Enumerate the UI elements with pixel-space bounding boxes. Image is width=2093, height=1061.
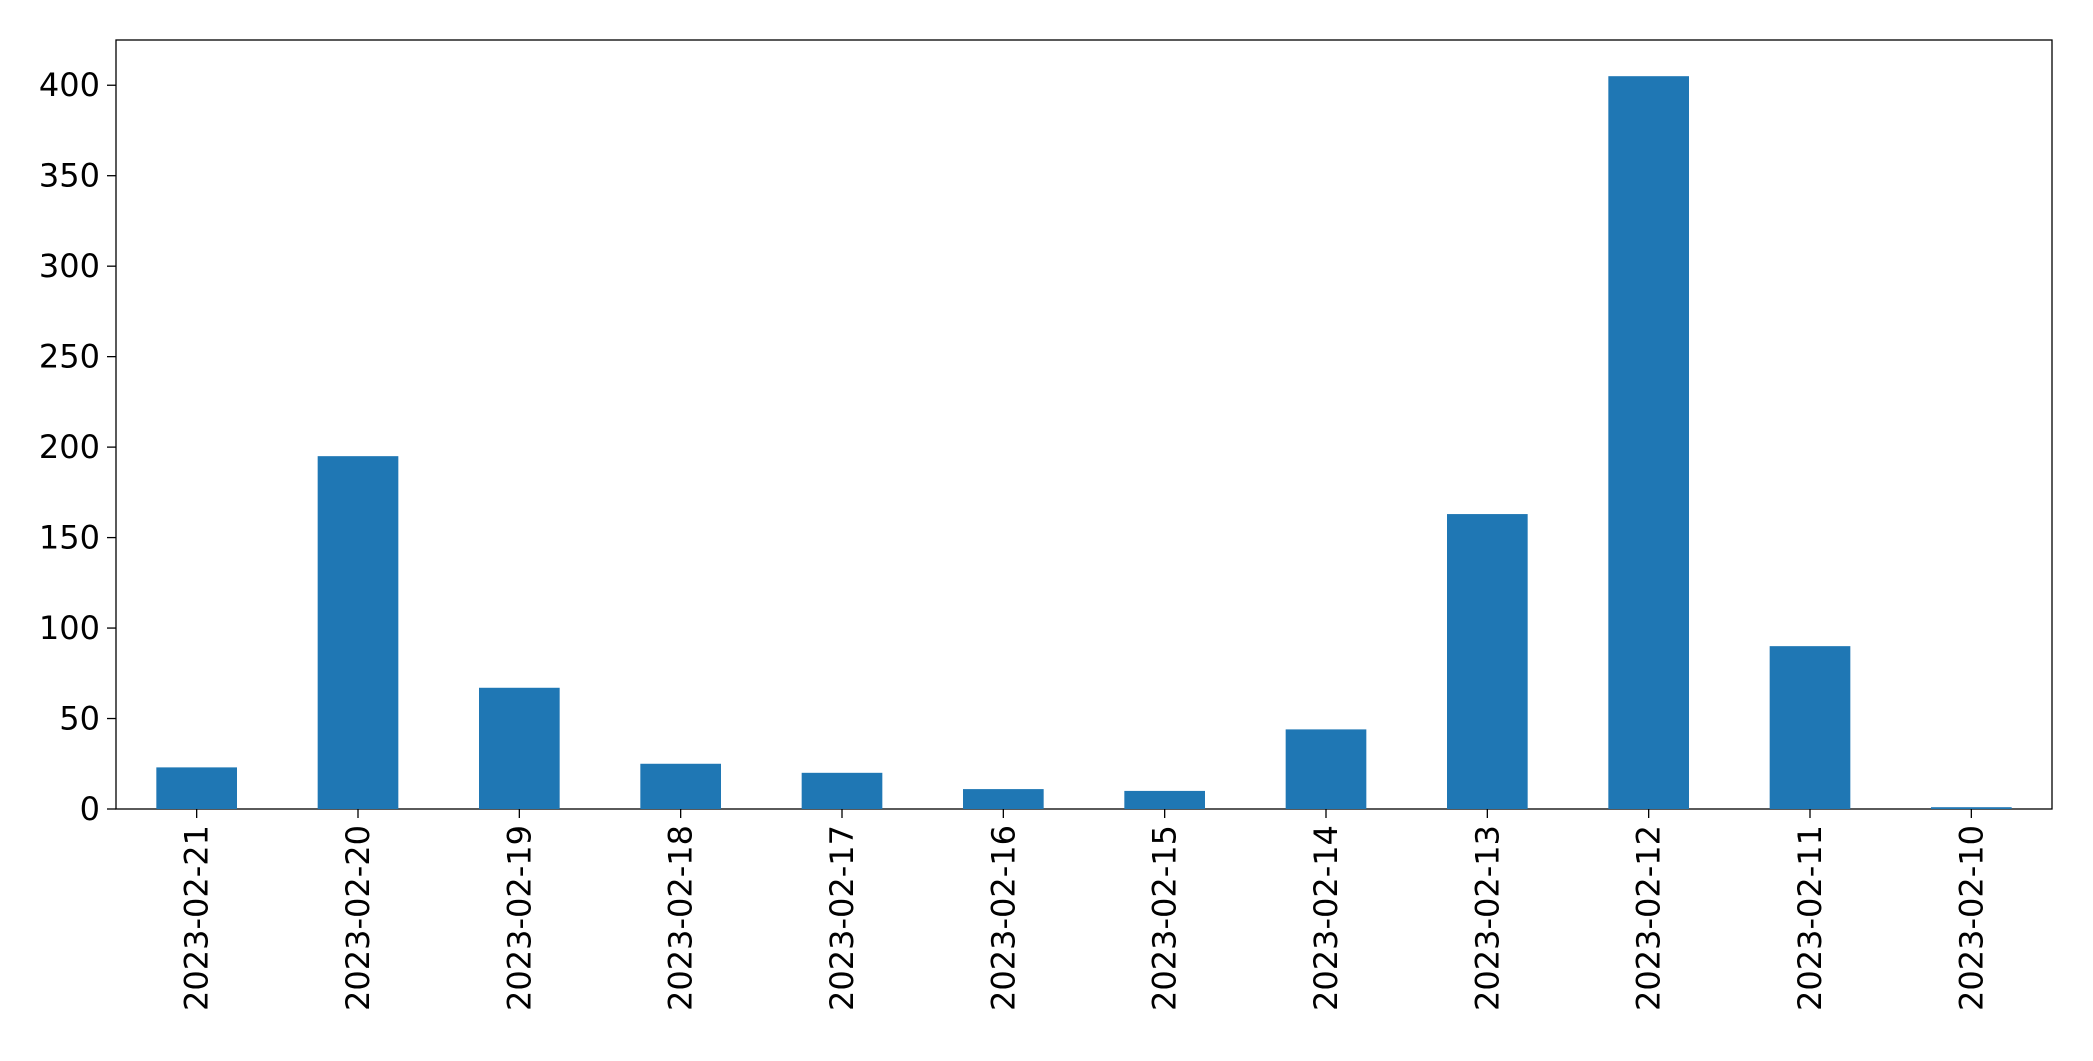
- bar: [1285, 729, 1367, 809]
- y-tick-label: 0: [80, 790, 100, 828]
- x-tick-label: 2023-02-14: [1307, 825, 1345, 1011]
- x-tick-label: 2023-02-18: [662, 825, 700, 1011]
- y-tick-label: 300: [39, 247, 100, 285]
- bar: [963, 789, 1044, 809]
- x-tick-label: 2023-02-12: [1630, 825, 1668, 1011]
- y-tick-label: 200: [39, 428, 100, 466]
- bar: [1931, 807, 2012, 809]
- bar: [1769, 646, 1851, 809]
- x-tick-label: 2023-02-11: [1791, 825, 1829, 1011]
- y-tick-label: 150: [39, 519, 100, 557]
- bar: [640, 763, 721, 809]
- x-tick-label: 2023-02-13: [1468, 825, 1506, 1011]
- x-tick-label: 2023-02-17: [823, 825, 861, 1011]
- bar: [801, 772, 883, 809]
- bar: [1447, 514, 1528, 809]
- x-tick-label: 2023-02-16: [984, 825, 1022, 1011]
- y-tick-label: 400: [39, 66, 100, 104]
- y-tick-label: 350: [39, 157, 100, 195]
- bar: [479, 687, 560, 809]
- x-tick-label: 2023-02-19: [500, 825, 538, 1011]
- bar: [1124, 790, 1205, 809]
- plot-frame: [115, 39, 2053, 810]
- x-tick-label: 2023-02-10: [1952, 825, 1990, 1011]
- bar: [1608, 76, 1689, 809]
- x-tick-label: 2023-02-21: [178, 825, 216, 1011]
- bar: [156, 767, 237, 809]
- y-tick-label: 100: [39, 609, 100, 647]
- y-tick-label: 250: [39, 338, 100, 376]
- x-tick-label: 2023-02-15: [1146, 825, 1184, 1011]
- y-tick-label: 50: [59, 700, 100, 738]
- bar: [317, 456, 399, 809]
- x-tick-label: 2023-02-20: [339, 825, 377, 1011]
